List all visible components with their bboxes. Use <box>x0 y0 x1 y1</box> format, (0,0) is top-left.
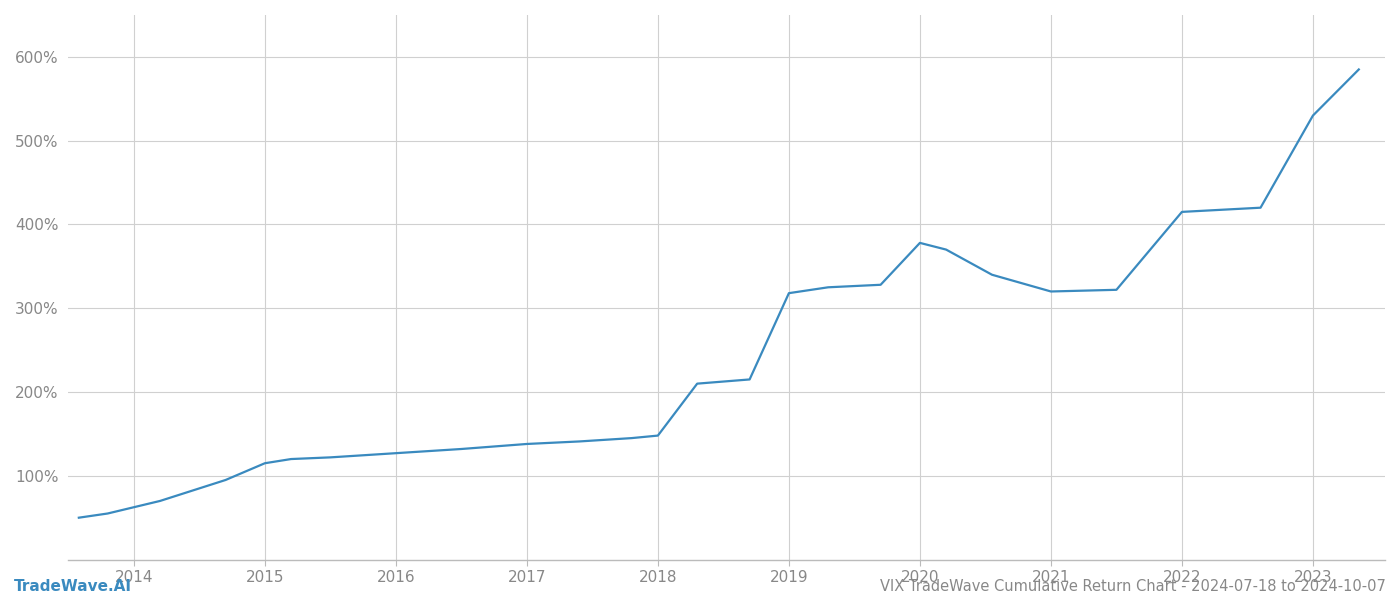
Text: TradeWave.AI: TradeWave.AI <box>14 579 132 594</box>
Text: VIX TradeWave Cumulative Return Chart - 2024-07-18 to 2024-10-07: VIX TradeWave Cumulative Return Chart - … <box>881 579 1386 594</box>
